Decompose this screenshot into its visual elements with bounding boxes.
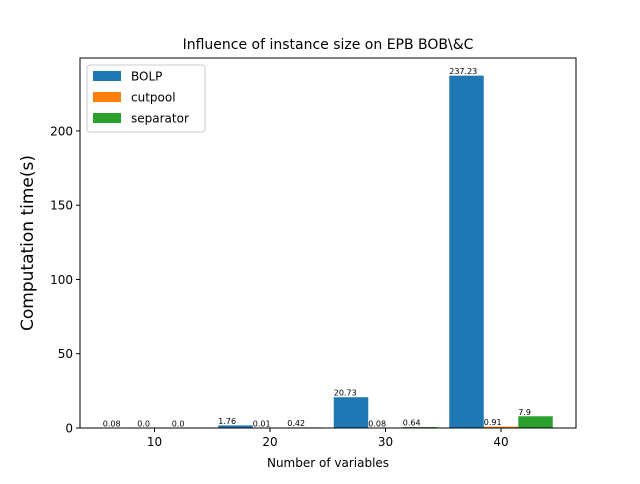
data-label-BOLP-20: 1.76 [218, 417, 236, 426]
data-label-cutpool-20: 0.01 [253, 419, 271, 428]
bar-BOLP-40 [449, 76, 484, 428]
data-label-cutpool-10: 0.0 [137, 420, 150, 429]
legend-swatch-BOLP [93, 71, 121, 81]
chart-title: Influence of instance size on EPB BOB\&C [183, 37, 474, 53]
legend-swatch-separator [93, 113, 121, 123]
x-axis-label: Number of variables [267, 456, 389, 470]
y-tick-label: 100 [50, 273, 73, 287]
y-tick-label: 200 [50, 124, 73, 138]
y-tick-label: 0 [65, 422, 73, 436]
legend-swatch-cutpool [93, 92, 121, 102]
x-tick-label: 40 [493, 435, 508, 449]
data-label-separator-40: 7.9 [518, 408, 531, 417]
data-label-cutpool-40: 0.91 [484, 418, 502, 427]
y-axis-label: Computation time(s) [18, 155, 38, 331]
bar-separator-40 [518, 416, 553, 428]
bar-BOLP-30 [334, 397, 369, 428]
data-label-BOLP-10: 0.08 [103, 419, 121, 428]
y-tick-label: 150 [50, 199, 73, 213]
legend: BOLP cutpool separator [87, 65, 205, 132]
data-label-cutpool-30: 0.08 [368, 419, 386, 428]
data-label-BOLP-30: 20.73 [334, 389, 357, 398]
x-tick-label: 10 [147, 435, 162, 449]
data-label-BOLP-40: 237.23 [449, 67, 477, 76]
data-label-separator-30: 0.64 [403, 419, 421, 428]
legend-label-BOLP: BOLP [131, 70, 162, 84]
data-label-separator-10: 0.0 [172, 420, 185, 429]
legend-label-separator: separator [131, 112, 189, 126]
x-tick-label: 30 [378, 435, 393, 449]
data-label-separator-20: 0.42 [287, 419, 305, 428]
legend-label-cutpool: cutpool [131, 91, 176, 105]
y-tick-label: 50 [58, 347, 73, 361]
x-tick-label: 20 [262, 435, 277, 449]
